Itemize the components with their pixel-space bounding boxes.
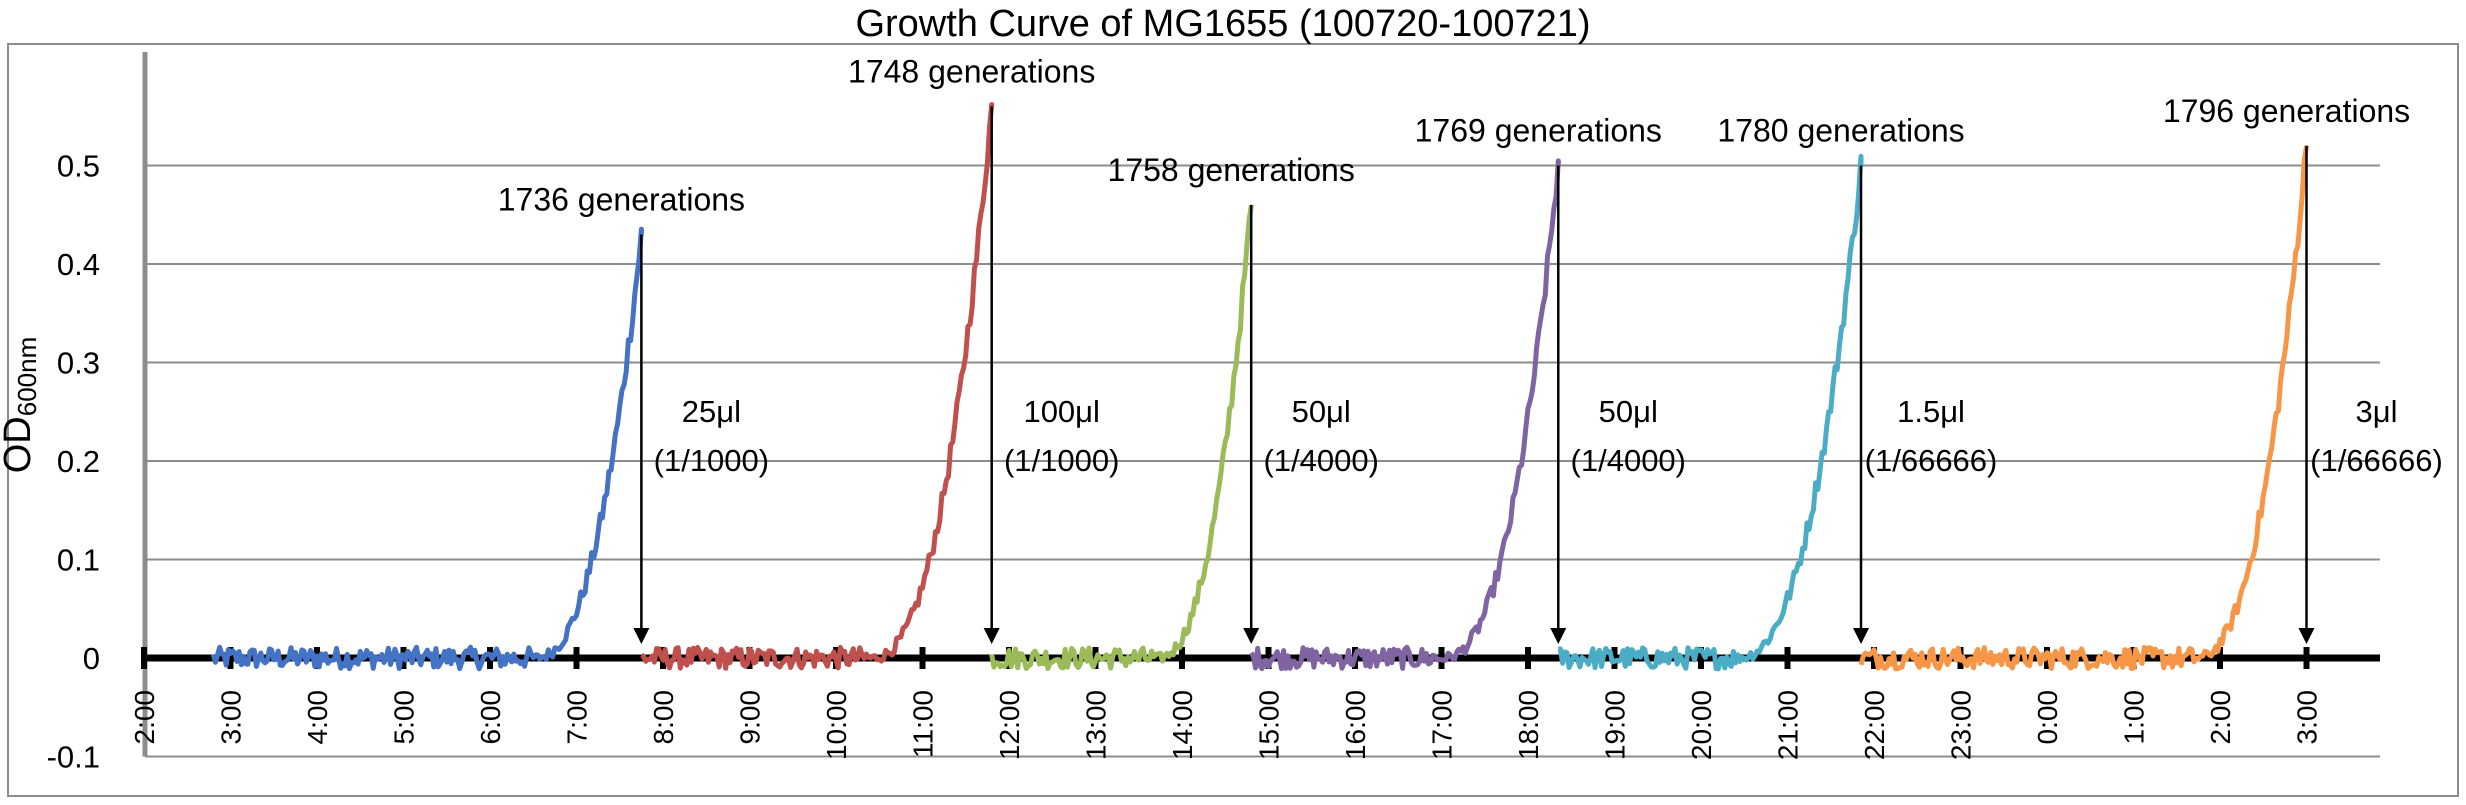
x-tick-label: 21:00 bbox=[1773, 690, 1804, 760]
dilution-ratio-label: (1/4000) bbox=[1263, 443, 1378, 478]
dilution-volume-label: 25μl bbox=[682, 394, 741, 429]
generation-label: 1796 generations bbox=[2163, 93, 2410, 129]
y-tick-label: 0.1 bbox=[57, 543, 100, 578]
dilution-ratio-label: (1/1000) bbox=[654, 443, 769, 478]
dilution-ratio-label: (1/66666) bbox=[2310, 443, 2443, 478]
dilution-volume-label: 50μl bbox=[1599, 394, 1658, 429]
generation-label: 1748 generations bbox=[848, 53, 1095, 89]
dilution-volume-label: 1.5μl bbox=[1897, 394, 1965, 429]
x-tick-label: 14:00 bbox=[1167, 690, 1198, 760]
x-tick-label: 2:00 bbox=[2205, 690, 2236, 745]
dilution-arrowhead bbox=[983, 628, 1000, 644]
x-tick-label: 0:00 bbox=[2032, 690, 2063, 745]
x-tick-label: 9:00 bbox=[735, 690, 766, 745]
y-axis-label-subscript: 600nm bbox=[12, 337, 42, 417]
x-tick-label: 13:00 bbox=[1081, 690, 1112, 760]
y-tick-label: 0.3 bbox=[57, 346, 100, 381]
dilution-ratio-label: (1/66666) bbox=[1865, 443, 1998, 478]
x-tick-label: 23:00 bbox=[1946, 690, 1977, 760]
y-tick-label: 0 bbox=[83, 641, 100, 676]
dilution-volume-label: 50μl bbox=[1292, 394, 1351, 429]
x-tick-label: 4:00 bbox=[302, 690, 333, 745]
y-tick-label: 0.5 bbox=[57, 149, 100, 184]
generation-label: 1780 generations bbox=[1717, 113, 1964, 149]
growth-series-line-3 bbox=[989, 203, 1254, 671]
growth-series-line-6 bbox=[1858, 144, 2309, 672]
y-tick-label: -0.1 bbox=[47, 740, 100, 775]
dilution-arrowhead bbox=[633, 628, 650, 644]
chart-title: Growth Curve of MG1655 (100720-100721) bbox=[855, 3, 1590, 45]
dilution-volume-label: 100μl bbox=[1023, 394, 1099, 429]
growth-series-line-1 bbox=[210, 226, 644, 672]
plot-area-frame bbox=[7, 43, 2459, 797]
x-tick-label: 12:00 bbox=[994, 690, 1025, 760]
x-tick-label: 5:00 bbox=[389, 690, 420, 745]
dilution-arrowhead bbox=[2298, 628, 2315, 644]
generation-label: 1736 generations bbox=[498, 181, 745, 217]
x-tick-label: 7:00 bbox=[562, 690, 593, 745]
x-tick-label: 19:00 bbox=[1600, 690, 1631, 760]
x-tick-label: 22:00 bbox=[1859, 690, 1890, 760]
dilution-arrowhead bbox=[1853, 628, 1870, 644]
x-tick-label: 18:00 bbox=[1513, 690, 1544, 760]
generation-label: 1758 generations bbox=[1108, 152, 1355, 188]
x-tick-label: 16:00 bbox=[1340, 690, 1371, 760]
x-tick-label: 17:00 bbox=[1427, 690, 1458, 760]
x-tick-label: 1:00 bbox=[2119, 690, 2150, 745]
dilution-arrowhead bbox=[1550, 628, 1567, 644]
x-tick-label: 3:00 bbox=[2292, 690, 2323, 745]
x-tick-label: 8:00 bbox=[648, 690, 679, 745]
dilution-volume-label: 3μl bbox=[2356, 394, 2398, 429]
x-tick-label: 2:00 bbox=[129, 690, 160, 745]
dilution-ratio-label: (1/4000) bbox=[1571, 443, 1686, 478]
x-tick-label: 3:00 bbox=[216, 690, 247, 745]
growth-series-line-2 bbox=[640, 102, 995, 671]
x-tick-label: 10:00 bbox=[821, 690, 852, 760]
growth-series-line-5 bbox=[1557, 153, 1864, 672]
x-tick-label: 6:00 bbox=[475, 690, 506, 745]
dilution-arrowhead bbox=[1243, 628, 1260, 644]
y-axis-label: OD600nm bbox=[0, 337, 42, 474]
generation-label: 1769 generations bbox=[1415, 113, 1662, 149]
x-tick-label: 15:00 bbox=[1254, 690, 1285, 760]
x-tick-label: 11:00 bbox=[908, 690, 939, 758]
growth-series-line-4 bbox=[1249, 158, 1561, 672]
y-tick-label: 0.2 bbox=[57, 444, 100, 479]
x-tick-label: 20:00 bbox=[1686, 690, 1717, 760]
dilution-ratio-label: (1/1000) bbox=[1004, 443, 1119, 478]
y-axis-label-main: OD bbox=[0, 416, 39, 473]
y-tick-label: 0.4 bbox=[57, 247, 100, 282]
